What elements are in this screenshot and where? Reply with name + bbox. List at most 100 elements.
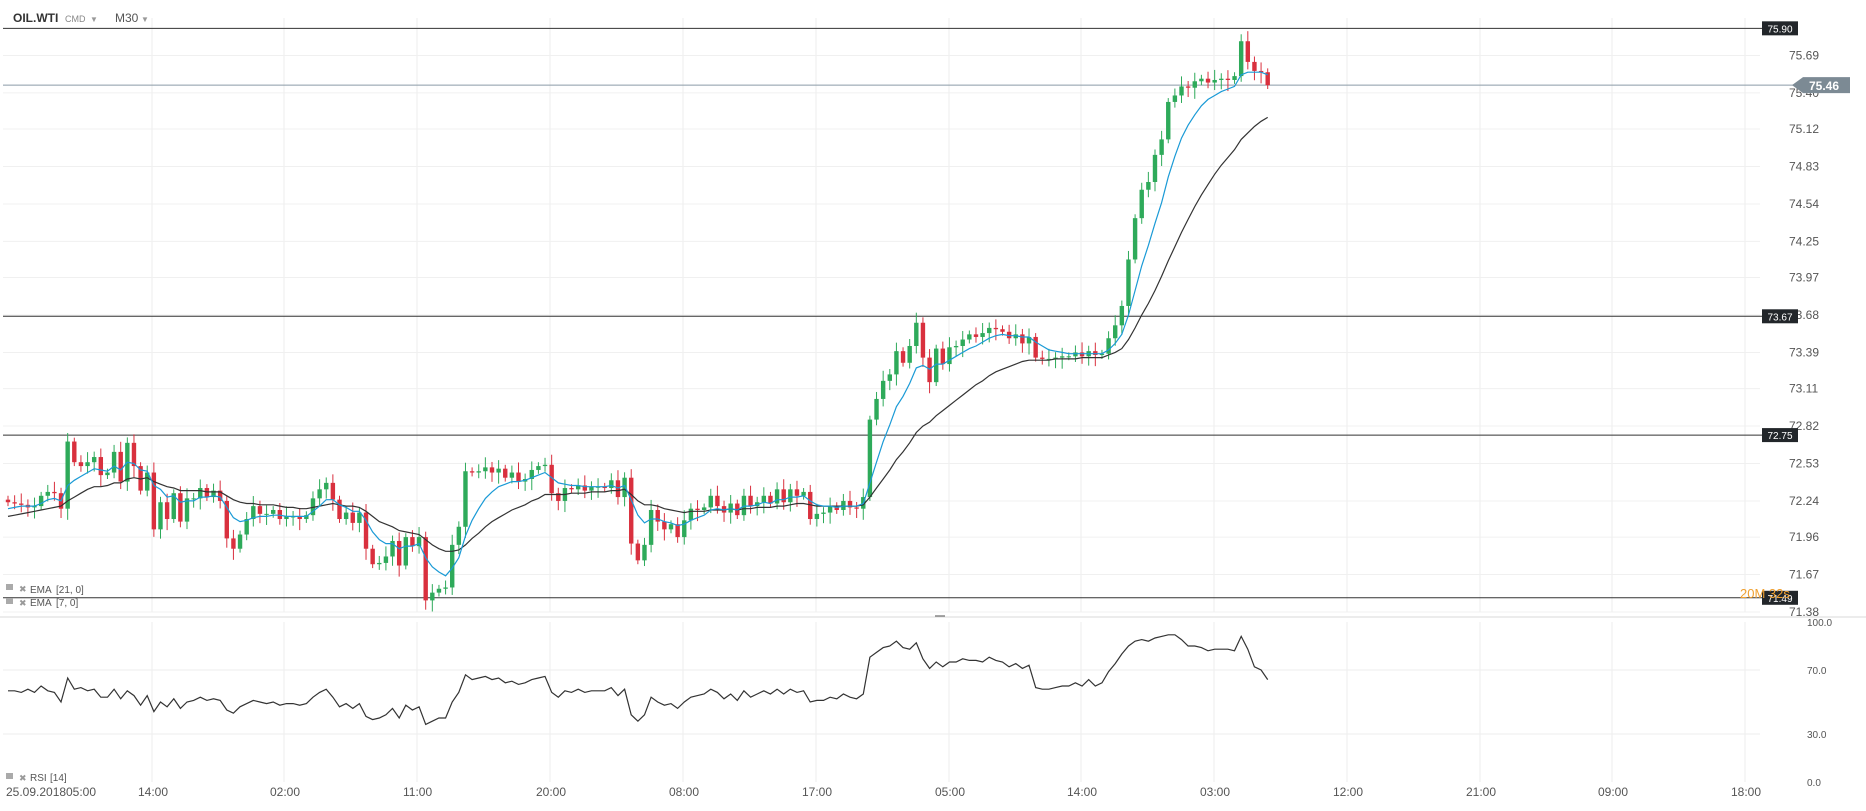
candle — [231, 529, 236, 560]
candle-body — [748, 495, 753, 507]
candlestick-series — [5, 31, 1270, 612]
candle-body — [496, 468, 501, 473]
indicator-legend-rsi[interactable]: ✖ RSI [14] — [6, 773, 67, 784]
candle — [423, 531, 428, 610]
candle-body — [390, 540, 395, 557]
candle-body — [602, 486, 607, 489]
candle-body — [1106, 338, 1111, 354]
candle — [648, 499, 654, 553]
candle — [337, 495, 342, 523]
candle — [595, 478, 601, 498]
candle-body — [111, 451, 117, 473]
candle-body — [648, 509, 654, 545]
candle — [430, 584, 435, 612]
candle — [237, 530, 243, 553]
candle-body — [284, 516, 289, 520]
candle-body — [32, 506, 37, 508]
ema21-params: [21, 0] — [56, 585, 84, 596]
candle — [1152, 149, 1158, 192]
ema21-line — [7, 116, 1269, 552]
candle-body — [503, 468, 508, 478]
candle-body — [688, 508, 694, 521]
level-badge-label: 72.75 — [1767, 431, 1792, 442]
candle-body — [410, 537, 415, 547]
candle-body — [1033, 336, 1038, 358]
candle-body — [1232, 76, 1237, 80]
candle — [264, 505, 269, 525]
time-axis-label: 08:00 — [669, 785, 699, 799]
candle — [642, 537, 647, 567]
candle-body — [569, 488, 574, 490]
rsi-tick-label: 100.0 — [1807, 618, 1832, 629]
rsi-grid — [3, 669, 1760, 735]
candle — [131, 434, 137, 478]
candle-body — [178, 493, 183, 522]
candle-body — [1192, 81, 1197, 88]
candle — [1159, 130, 1164, 166]
candle — [151, 462, 157, 537]
time-axis-label: 18:00 — [1731, 785, 1761, 799]
indicator-legend-ema7[interactable]: ✖ EMA [7, 0] — [6, 598, 78, 609]
candle-body — [814, 513, 820, 520]
candle-body — [1238, 41, 1244, 77]
candle — [887, 368, 892, 391]
symbol-selector[interactable]: OIL.WTI — [13, 11, 59, 25]
candle — [19, 493, 24, 513]
candle-body — [642, 544, 647, 561]
level-badge-label: 73.67 — [1767, 312, 1792, 323]
chevron-down-icon[interactable]: ▼ — [90, 15, 98, 24]
candle — [1006, 324, 1012, 344]
rsi-tick-label: 70.0 — [1807, 666, 1827, 677]
candle-body — [317, 489, 322, 499]
candle-body — [5, 499, 11, 503]
indicator-legend-ema21[interactable]: ✖ EMA [21, 0] — [6, 584, 84, 596]
candle — [934, 344, 939, 387]
candle — [1199, 74, 1204, 86]
candle — [1265, 68, 1270, 90]
candle — [1172, 88, 1178, 108]
candle — [701, 503, 707, 514]
time-axis-label: 09:00 — [1598, 785, 1628, 799]
candle-countdown: 20M 32s — [1740, 586, 1790, 601]
candle — [58, 487, 64, 518]
candle — [483, 457, 488, 479]
candle-body — [456, 526, 462, 545]
candle — [1219, 73, 1224, 90]
candle-body — [953, 345, 959, 348]
candle-body — [237, 534, 243, 549]
candle-body — [947, 347, 952, 365]
candle — [741, 488, 747, 521]
rsi-params: [14] — [50, 773, 67, 784]
ema21-label: EMA — [30, 585, 52, 596]
time-axis-label: 11:00 — [403, 785, 432, 799]
candle-body — [158, 502, 163, 530]
candle-body — [145, 472, 150, 491]
candle-body — [131, 442, 137, 467]
candle — [1079, 342, 1085, 364]
candle — [1205, 71, 1211, 89]
candle — [1020, 328, 1025, 353]
candle-body — [297, 516, 302, 520]
level-badge — [1762, 309, 1798, 324]
candle — [688, 503, 694, 530]
candle-body — [1126, 259, 1131, 306]
candle-body — [469, 471, 475, 473]
chevron-down-icon[interactable]: ▼ — [141, 15, 149, 24]
candle-body — [920, 322, 926, 358]
candle — [244, 512, 249, 541]
candle — [1126, 250, 1131, 318]
candle — [290, 511, 296, 526]
time-axis-label: 25.09.2018 — [6, 785, 66, 799]
candle — [469, 467, 475, 477]
candle-body — [277, 509, 283, 520]
timeframe-selector[interactable]: M30 — [115, 11, 139, 25]
candle-body — [1159, 139, 1164, 155]
candle-body — [1079, 352, 1085, 357]
candle-body — [443, 587, 448, 589]
candle-body — [993, 327, 999, 330]
candle-body — [808, 491, 813, 520]
candle — [629, 469, 634, 555]
candle — [761, 487, 767, 514]
chart-grid — [3, 18, 1760, 782]
